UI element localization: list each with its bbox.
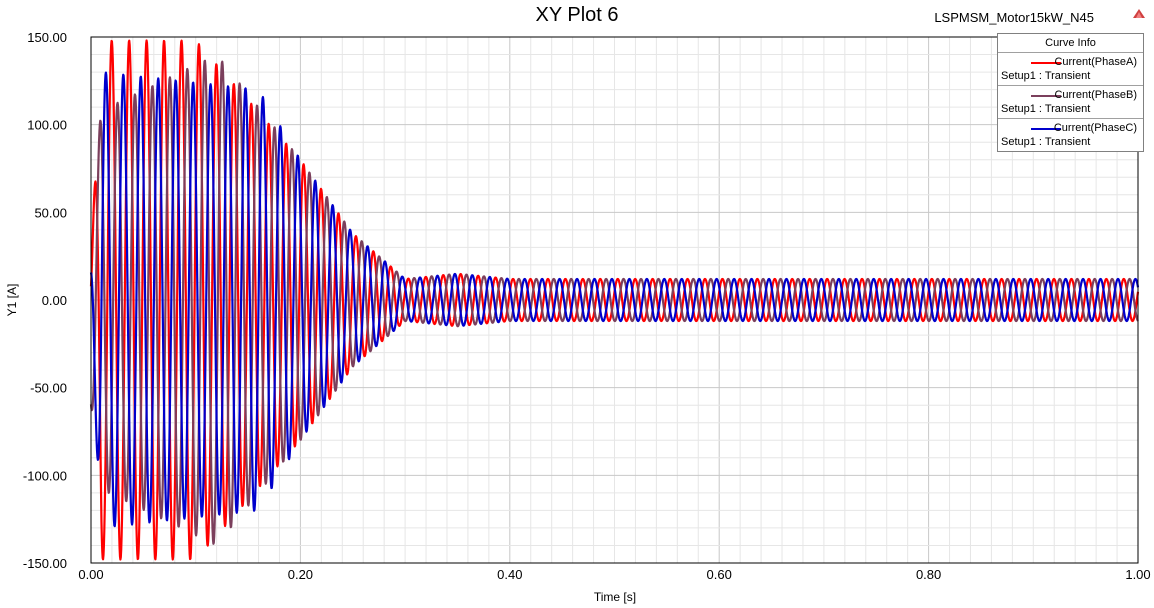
legend-item-phase-c[interactable]: Current(PhaseC) Setup1 : Transient: [998, 119, 1143, 151]
y-tick-label: 150.00: [27, 30, 67, 45]
y-tick-label: 100.00: [27, 118, 67, 133]
plot-frame: [90, 36, 1139, 564]
legend-title: Curve Info: [998, 34, 1143, 53]
x-tick-label: 0.80: [916, 567, 941, 582]
legend-series-name: Current(PhaseB): [1054, 89, 1137, 101]
legend-series-name: Current(PhaseC): [1053, 122, 1137, 134]
x-tick-label: 0.00: [78, 567, 103, 582]
ansys-logo-icon: [1133, 9, 1145, 18]
legend-item-phase-a[interactable]: Current(PhaseA) Setup1 : Transient: [998, 53, 1143, 86]
y-tick-label: -100.00: [23, 468, 67, 483]
x-axis-label: Time [s]: [594, 590, 636, 604]
legend-swatch-phase-c: [1031, 128, 1061, 130]
y-axis-label: Y1 [A]: [5, 284, 19, 317]
legend-series-name: Current(PhaseA): [1054, 56, 1137, 68]
series-layer: [89, 39, 1140, 561]
legend-swatch-phase-b: [1031, 95, 1061, 97]
chart-title: XY Plot 6: [535, 4, 619, 26]
y-tick-label: -150.00: [23, 556, 67, 571]
x-tick-label: 1.00: [1125, 567, 1150, 582]
series-line-2: [89, 59, 1139, 545]
x-tick-label: 0.20: [288, 567, 313, 582]
x-tick-label: 0.40: [497, 567, 522, 582]
project-name: LSPMSM_Motor15kW_N45: [934, 10, 1094, 25]
y-tick-label: 0.00: [42, 293, 67, 308]
tick-labels: 0.00 0.20 0.40 0.60 0.80 1.00 150.00 100.00 50.0…: [23, 30, 1151, 582]
legend-series-setup: Setup1 : Transient: [1001, 70, 1091, 82]
legend-series-setup: Setup1 : Transient: [1001, 136, 1091, 148]
y-tick-label: -50.00: [30, 381, 67, 396]
legend[interactable]: Curve Info Current(PhaseA) Setup1 : Tran…: [997, 33, 1144, 152]
y-tick-label: 50.00: [34, 205, 67, 220]
series-line-3: [89, 71, 1140, 528]
x-tick-label: 0.60: [707, 567, 732, 582]
legend-swatch-phase-a: [1031, 62, 1061, 64]
legend-item-phase-b[interactable]: Current(PhaseB) Setup1 : Transient: [998, 86, 1143, 119]
legend-series-setup: Setup1 : Transient: [1001, 103, 1091, 115]
